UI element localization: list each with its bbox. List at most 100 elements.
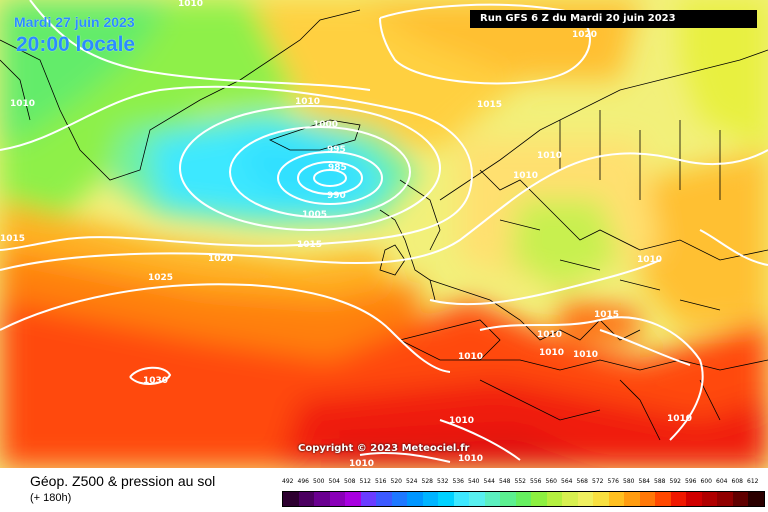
scale-swatch: [484, 492, 500, 506]
map-footer: Géop. Z500 & pression au sol (+ 180h) 49…: [0, 468, 768, 512]
scale-tick-label: 492: [282, 478, 294, 485]
isobar-label: 1010: [458, 352, 483, 362]
copyright-notice: Copyright © 2023 Meteociel.fr: [298, 443, 470, 454]
forecast-step: (+ 180h): [30, 492, 72, 504]
isobar-label: 1020: [572, 30, 597, 40]
scale-tick-label: 600: [700, 478, 712, 485]
isobar-label: 1010: [295, 97, 320, 107]
scale-tick-label: 540: [468, 478, 480, 485]
isobar-label: 1010: [458, 454, 483, 464]
isobar-labels: 1010 1020 1010 1010 1015 1000 995 985 99…: [0, 0, 692, 468]
scale-tick-label: 584: [638, 478, 650, 485]
forecast-map: 1010 1020 1010 1010 1015 1000 995 985 99…: [0, 0, 768, 468]
isobar-label: 1015: [477, 100, 502, 110]
color-scale-bar: [282, 491, 765, 507]
scale-swatch: [283, 492, 299, 506]
isobar-label: 1000: [313, 120, 338, 130]
isobar-label: 1030: [143, 376, 168, 386]
scale-swatch: [593, 492, 609, 506]
isobar-label: 1010: [349, 459, 374, 468]
scale-swatch: [608, 492, 624, 506]
scale-tick-label: 528: [421, 478, 433, 485]
scale-swatch: [314, 492, 330, 506]
scale-tick-label: 496: [297, 478, 309, 485]
scale-tick-label: 544: [483, 478, 495, 485]
isobar-label: 1005: [302, 210, 327, 220]
scale-swatch: [670, 492, 686, 506]
isobar-label: 1010: [537, 151, 562, 161]
product-title: Géop. Z500 & pression au sol: [30, 473, 216, 489]
scale-swatch: [329, 492, 345, 506]
scale-swatch: [345, 492, 361, 506]
isobar-label: 1010: [537, 330, 562, 340]
scale-tick-label: 572: [592, 478, 604, 485]
isobar-label: 1010: [449, 416, 474, 426]
isobar-label: 995: [327, 145, 346, 155]
scale-swatch: [686, 492, 702, 506]
scale-tick-label: 560: [545, 478, 557, 485]
scale-swatch: [577, 492, 593, 506]
isobar-label: 1015: [297, 240, 322, 250]
isobar-label: 1010: [539, 348, 564, 358]
isobar-label: 1015: [0, 234, 25, 244]
scale-swatch: [422, 492, 438, 506]
scale-tick-label: 508: [344, 478, 356, 485]
geopotential-field: [0, 0, 768, 468]
scale-tick-label: 568: [576, 478, 588, 485]
scale-swatch: [546, 492, 562, 506]
scale-swatch: [298, 492, 314, 506]
scale-tick-label: 524: [406, 478, 418, 485]
scale-tick-label: 516: [375, 478, 387, 485]
scale-tick-label: 556: [530, 478, 542, 485]
isobar-label: 1020: [208, 254, 233, 264]
scale-tick-label: 588: [654, 478, 666, 485]
scale-swatch: [376, 492, 392, 506]
scale-tick-label: 608: [731, 478, 743, 485]
scale-swatch: [639, 492, 655, 506]
scale-swatch: [407, 492, 423, 506]
scale-swatch: [562, 492, 578, 506]
scale-swatch: [438, 492, 454, 506]
scale-tick-label: 592: [669, 478, 681, 485]
scale-swatch: [500, 492, 516, 506]
scale-swatch: [624, 492, 640, 506]
scale-tick-label: 564: [561, 478, 573, 485]
scale-tick-label: 596: [685, 478, 697, 485]
scale-swatch: [453, 492, 469, 506]
model-run-info: Run GFS 6 Z du Mardi 20 juin 2023: [470, 10, 757, 28]
scale-swatch: [717, 492, 733, 506]
scale-tick-label: 504: [328, 478, 340, 485]
isobar-label: 1010: [10, 99, 35, 109]
scale-tick-label: 520: [390, 478, 402, 485]
isobar-label: 1010: [573, 350, 598, 360]
scale-tick-label: 536: [452, 478, 464, 485]
isobar-label: 1015: [594, 310, 619, 320]
isobar-label: 1025: [148, 273, 173, 283]
isobar-label: 990: [327, 191, 346, 201]
scale-tick-label: 512: [359, 478, 371, 485]
scale-tick-label: 604: [716, 478, 728, 485]
scale-swatch: [701, 492, 717, 506]
scale-tick-label: 552: [514, 478, 526, 485]
scale-tick-label: 576: [607, 478, 619, 485]
isobar-label: 1010: [178, 0, 203, 9]
scale-swatch: [360, 492, 376, 506]
forecast-date: Mardi 27 juin 2023: [14, 14, 135, 30]
isobar-label: 985: [328, 163, 347, 173]
scale-swatch: [748, 492, 764, 506]
isobar-label: 1010: [637, 255, 662, 265]
scale-tick-label: 532: [437, 478, 449, 485]
scale-swatch: [732, 492, 748, 506]
forecast-local-time: 20:00 locale: [16, 33, 136, 56]
scale-swatch: [531, 492, 547, 506]
isobars: [0, 0, 768, 463]
scale-tick-label: 548: [499, 478, 511, 485]
isobar-label: 1010: [667, 414, 692, 424]
scale-tick-label: 580: [623, 478, 635, 485]
scale-tick-label: 612: [747, 478, 759, 485]
scale-tick-label: 500: [313, 478, 325, 485]
scale-swatch: [469, 492, 485, 506]
scale-swatch: [655, 492, 671, 506]
scale-swatch: [391, 492, 407, 506]
